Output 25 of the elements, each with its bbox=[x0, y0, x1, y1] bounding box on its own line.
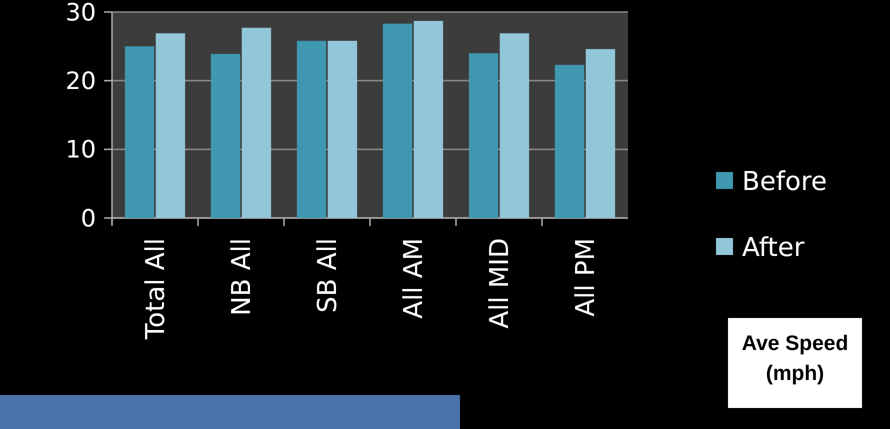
x-tick-label: Total All bbox=[141, 238, 172, 340]
y-tick-label: 0 bbox=[80, 204, 96, 232]
bar bbox=[500, 33, 530, 218]
x-tick-label: SB All bbox=[313, 238, 344, 313]
bar bbox=[242, 28, 272, 218]
bar bbox=[586, 49, 616, 218]
legend-label: Before bbox=[742, 167, 828, 198]
bar bbox=[210, 54, 240, 218]
bar bbox=[468, 53, 498, 218]
text: Ave Speed (mph) bbox=[742, 332, 848, 385]
bar bbox=[382, 24, 412, 218]
x-tick-label: All AM bbox=[399, 238, 430, 319]
x-tick-label: All MID bbox=[485, 238, 516, 329]
bar bbox=[124, 46, 154, 218]
bar bbox=[296, 40, 326, 218]
y-tick-label: 30 bbox=[65, 0, 96, 26]
x-tick-label: NB All bbox=[227, 238, 258, 316]
bar bbox=[156, 33, 186, 218]
legend-label: After bbox=[742, 233, 805, 264]
bar bbox=[414, 20, 444, 218]
y-tick-label: 20 bbox=[65, 67, 96, 96]
y-tick-label: 10 bbox=[65, 136, 96, 164]
bar bbox=[554, 64, 584, 218]
bar bbox=[328, 40, 358, 218]
x-tick-label: All PM bbox=[571, 238, 602, 317]
